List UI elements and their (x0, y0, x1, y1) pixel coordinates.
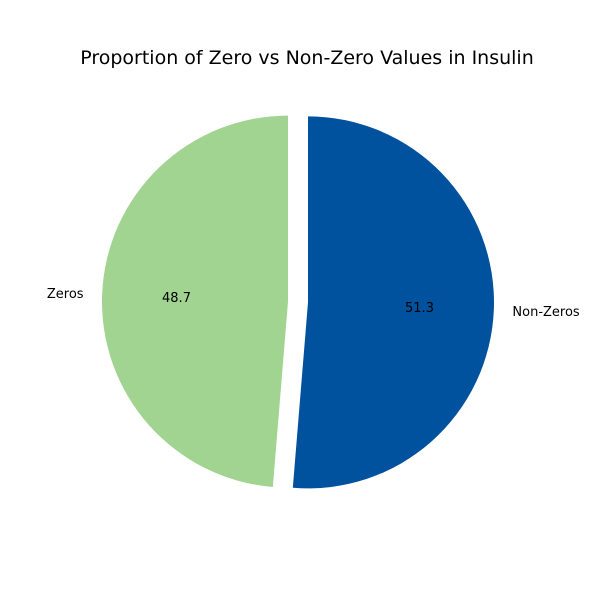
pie-slice-zeros (102, 115, 289, 487)
pie-pct-label-zeros: 48.7 (162, 291, 191, 306)
pie-labels: 51.3 Non-Zeros 48.7 Zeros (47, 287, 580, 320)
pie-category-label-non-zeros: Non-Zeros (512, 305, 580, 320)
pie-slices (102, 115, 494, 489)
pie-category-label-zeros: Zeros (47, 287, 84, 302)
pie-slice-non-zeros (292, 116, 494, 489)
pie-pct-label-non-zeros: 51.3 (405, 301, 434, 316)
chart-title: Proportion of Zero vs Non-Zero Values in… (80, 47, 534, 69)
